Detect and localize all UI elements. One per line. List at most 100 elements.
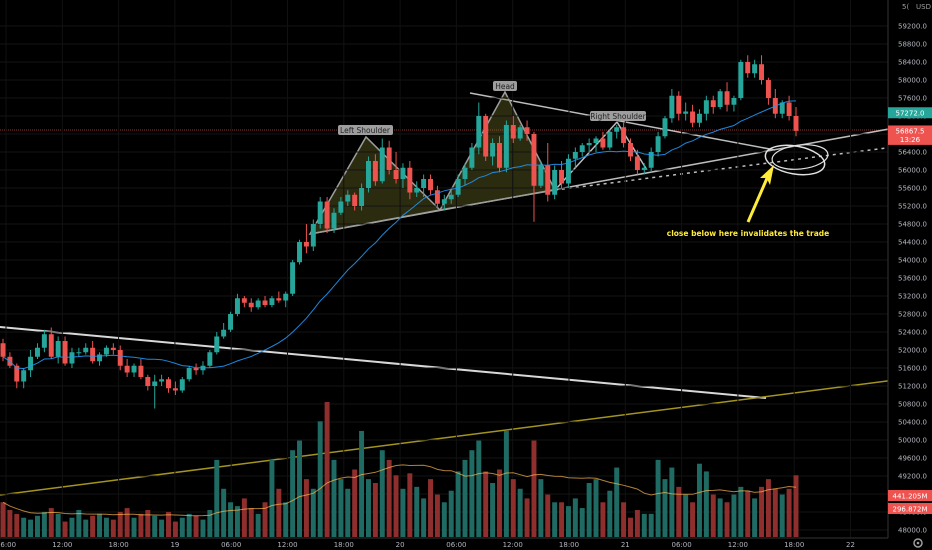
volume-bar	[655, 459, 661, 537]
currency-label[interactable]: USD	[916, 3, 931, 11]
candle-body	[179, 379, 185, 391]
volume-bar	[207, 510, 213, 537]
time-tick-label: 18:00	[109, 541, 129, 549]
volume-bar	[303, 479, 309, 537]
candle-body	[407, 167, 413, 193]
volume-bar	[172, 521, 178, 537]
volume-bar	[379, 450, 385, 537]
candle-body	[400, 167, 406, 179]
time-tick-label: 06:00	[221, 541, 241, 549]
head-label[interactable]: Head	[493, 81, 517, 91]
candle-body	[634, 156, 640, 170]
candle-body	[76, 352, 82, 354]
time-tick-label: 12:00	[503, 541, 523, 549]
volume-bar	[579, 508, 585, 537]
candle-body	[317, 201, 323, 224]
volume-bar	[393, 475, 399, 537]
top-channel-line[interactable]	[469, 92, 776, 151]
volume-bar	[786, 488, 792, 537]
price-tick-label: 57600.0	[898, 95, 927, 103]
candle-body	[283, 293, 289, 301]
candle-body	[531, 134, 537, 186]
candle-body	[710, 100, 716, 107]
candle-body	[372, 161, 378, 182]
candle-body	[628, 143, 633, 157]
volume-bar	[628, 517, 633, 537]
candle-body	[269, 298, 275, 305]
candle-body	[0, 343, 6, 357]
price-tick-label: 50400.0	[898, 419, 927, 427]
candles	[0, 55, 799, 409]
time-axis[interactable]: 06:00 12:00 18:00 19 06:00 12:00 18:00 20 06:00 1…	[0, 541, 855, 549]
time-tick-label: 12:00	[52, 541, 72, 549]
candle-body	[310, 224, 316, 247]
candle-body	[490, 143, 496, 157]
price-tick-label: 49600.0	[898, 455, 927, 463]
volume-bar	[469, 450, 475, 537]
candle-body	[303, 242, 309, 247]
candle-body	[62, 341, 68, 364]
price-axis[interactable]: 59200.058800.058400.058000.057600.057200…	[898, 23, 927, 535]
candle-body	[731, 98, 737, 105]
price-tick-label: 53600.0	[898, 275, 927, 283]
price-tick-label: 49200.0	[898, 473, 927, 481]
volume-bar	[159, 519, 165, 537]
candle-body	[297, 242, 302, 263]
time-tick-label: 18:00	[334, 541, 354, 549]
volume-bar	[152, 515, 158, 537]
candle-body	[166, 379, 171, 389]
volume-bar	[0, 502, 6, 537]
volume-bar	[34, 515, 40, 537]
volume-bar	[372, 483, 378, 537]
candle-body	[497, 143, 502, 168]
candle-body	[248, 302, 254, 308]
candle-body	[421, 179, 427, 188]
volume-bar	[772, 488, 778, 537]
settings-gear-icon[interactable]	[913, 538, 923, 548]
volume-bar	[717, 498, 723, 537]
volume-bars	[0, 402, 799, 537]
time-tick-label: 20	[396, 541, 405, 549]
volume-bar	[793, 475, 799, 537]
volume-bar	[62, 521, 68, 537]
time-tick-label: 22	[846, 541, 855, 549]
volume-bar	[690, 502, 696, 537]
circle-annotation-2[interactable]	[771, 142, 829, 172]
volume-bar	[545, 494, 551, 537]
candle-body	[545, 165, 551, 195]
candle-body	[152, 381, 158, 386]
candle-body	[669, 95, 675, 119]
volume-bar	[103, 517, 109, 537]
price-tick-label: 56400.0	[898, 149, 927, 157]
symbol-stub: 5(	[902, 3, 909, 11]
candle-body	[552, 170, 558, 195]
candle-body	[559, 170, 565, 184]
time-tick-label: 21	[621, 541, 630, 549]
volume-bar	[441, 502, 447, 537]
price-tick-label: 50800.0	[898, 401, 927, 409]
volume-bar	[476, 440, 482, 537]
candle-body	[145, 377, 151, 386]
volume-bar	[641, 513, 647, 537]
candle-body	[172, 388, 178, 391]
price-tick-label: 52400.0	[898, 329, 927, 337]
right-shoulder-label[interactable]: Right Shoulder	[590, 111, 647, 121]
volume-bar	[48, 508, 54, 537]
volume-badges: 441.205M 296.872M	[888, 490, 932, 514]
volume-badge-1-bg	[888, 490, 932, 501]
candle-body	[83, 347, 89, 353]
time-tick-label: 19	[170, 541, 179, 549]
volume-bar	[186, 513, 192, 537]
circle-annotation-1[interactable]	[763, 141, 827, 179]
candle-body	[379, 147, 385, 182]
volume-bar	[69, 517, 75, 537]
volume-bar	[752, 498, 758, 537]
candle-body	[276, 298, 282, 301]
candle-body	[745, 62, 751, 74]
left-shoulder-text: Left Shoulder	[340, 126, 391, 135]
candle-body	[393, 170, 399, 179]
left-shoulder-label[interactable]: Left Shoulder	[338, 125, 393, 135]
candle-body	[565, 158, 571, 184]
volume-bar	[200, 519, 206, 537]
